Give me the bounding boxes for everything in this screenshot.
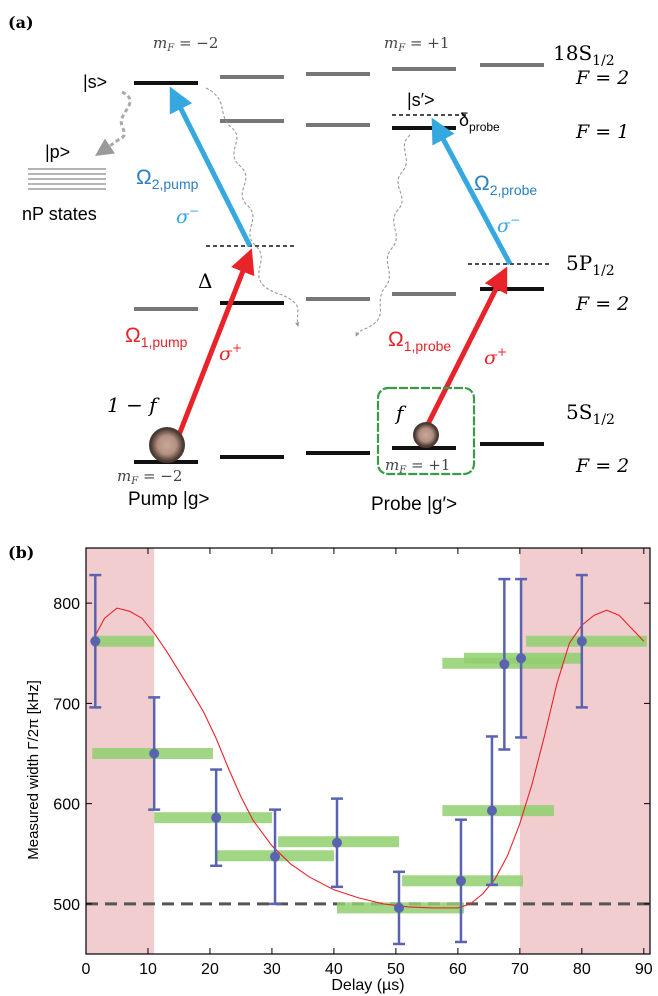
probe-highlight-box: [376, 386, 476, 476]
label-s-f2: F = 2: [575, 67, 629, 89]
omega1-pump-label: Ω1,pump: [125, 324, 188, 350]
ket-p-label: |p>: [45, 142, 70, 162]
sigma-plus-pump-label: σ+: [219, 341, 242, 365]
omega2-pump-label: Ω2,pump: [136, 166, 199, 192]
omega2-pump-arrow: [169, 86, 253, 248]
data-point-0: [90, 636, 101, 647]
omega1-probe-arrow: [424, 266, 508, 428]
decay-to-np-arrow: [95, 90, 132, 156]
mf-bot-left: mF = −2: [117, 467, 182, 487]
decay-wiggle-pump: [205, 87, 300, 327]
probe-label: Probe |g′>: [371, 494, 457, 515]
decay-wiggle-probe: [355, 134, 411, 337]
probe-atom: [413, 422, 439, 448]
x-axis-label: Delay (µs): [331, 977, 404, 994]
green-bar-0: [92, 635, 155, 647]
data-point-9: [516, 653, 527, 664]
label-5s: 5S1/2: [566, 400, 615, 428]
label-18s: 18S1/2: [553, 41, 615, 69]
x-tick-label-4: 40: [325, 961, 343, 978]
x-tick-label-8: 80: [573, 961, 591, 978]
ket-s-label: |s>: [83, 72, 107, 92]
omega1-pump-arrow: [174, 248, 255, 441]
plot-frame: [85, 547, 651, 955]
data-point-2: [211, 812, 222, 823]
ket-s-prime-label: |s′>: [407, 90, 435, 110]
omega2-probe-arrow: [431, 117, 513, 266]
sigma-plus-probe-label: σ+: [484, 345, 507, 369]
shaded-region-1: [519, 548, 650, 954]
sigma-minus-pump-label: σ−: [176, 204, 199, 228]
data-point-6: [455, 875, 466, 886]
pump-atom: [149, 427, 185, 463]
data-point-3: [270, 851, 281, 862]
x-tick-label-7: 70: [511, 961, 529, 978]
f-label: f: [394, 401, 407, 425]
data-point-8: [499, 659, 510, 670]
x-tick-label-3: 30: [263, 961, 281, 978]
x-tick-label-0: 0: [82, 961, 91, 978]
sigma-minus-probe-label: σ−: [497, 213, 520, 237]
y-tick-label-2: 700: [53, 696, 80, 713]
label-p-f2: F = 2: [575, 293, 629, 315]
big-delta-label: Δ: [198, 269, 212, 293]
mf-top-right: mF = +1: [384, 34, 449, 54]
label-s-f1: F = 1: [575, 121, 629, 143]
omega1-probe-label: Ω1,probe: [388, 328, 451, 354]
y-tick-label-1: 600: [53, 797, 80, 814]
data-point-10: [576, 636, 587, 647]
panel-b-label: (b): [8, 543, 34, 562]
x-tick-label-9: 90: [635, 961, 653, 978]
y-tick-label-3: 800: [53, 596, 80, 613]
np-states-label: nP states: [22, 204, 97, 224]
panel-a: (a) 18S1/2 F = 2 F = 1 5P1/2 F = 2 5S1/2…: [8, 13, 629, 515]
label-g-f2: F = 2: [575, 455, 629, 477]
mf-bot-right: mF = +1: [385, 456, 450, 476]
label-5p: 5P1/2: [566, 251, 615, 279]
np-states-stack: [28, 168, 106, 190]
omega2-probe-label: Ω2,probe: [474, 172, 537, 198]
mf-top-left: mF = −2: [153, 34, 218, 54]
x-tick-label-1: 10: [139, 961, 157, 978]
pump-label: Pump |g>: [128, 489, 210, 510]
panel-b: (b) 0 10 20 30 40 50 60 70 80 90 500 600 700 800 Meas…: [8, 543, 653, 994]
green-bar-7: [442, 805, 554, 817]
x-tick-label-2: 20: [201, 961, 219, 978]
data-point-1: [149, 748, 160, 759]
x-tick-label-5: 50: [387, 961, 405, 978]
panel-a-label: (a): [8, 13, 34, 32]
width-vs-delay-plot: 0 10 20 30 40 50 60 70 80 90 500 600 700 800: [53, 547, 653, 978]
y-tick-label-0: 500: [53, 897, 80, 914]
data-point-4: [332, 837, 343, 848]
data-point-5: [393, 902, 404, 913]
delta-probe-label: δprobe: [459, 110, 500, 134]
data-point-7: [486, 805, 497, 816]
one-minus-f-label: 1 − f: [107, 393, 160, 417]
y-axis-label: Measured width Γ/2π [kHz]: [25, 680, 42, 860]
x-tick-label-6: 60: [449, 961, 467, 978]
model-curve: [91, 607, 645, 909]
